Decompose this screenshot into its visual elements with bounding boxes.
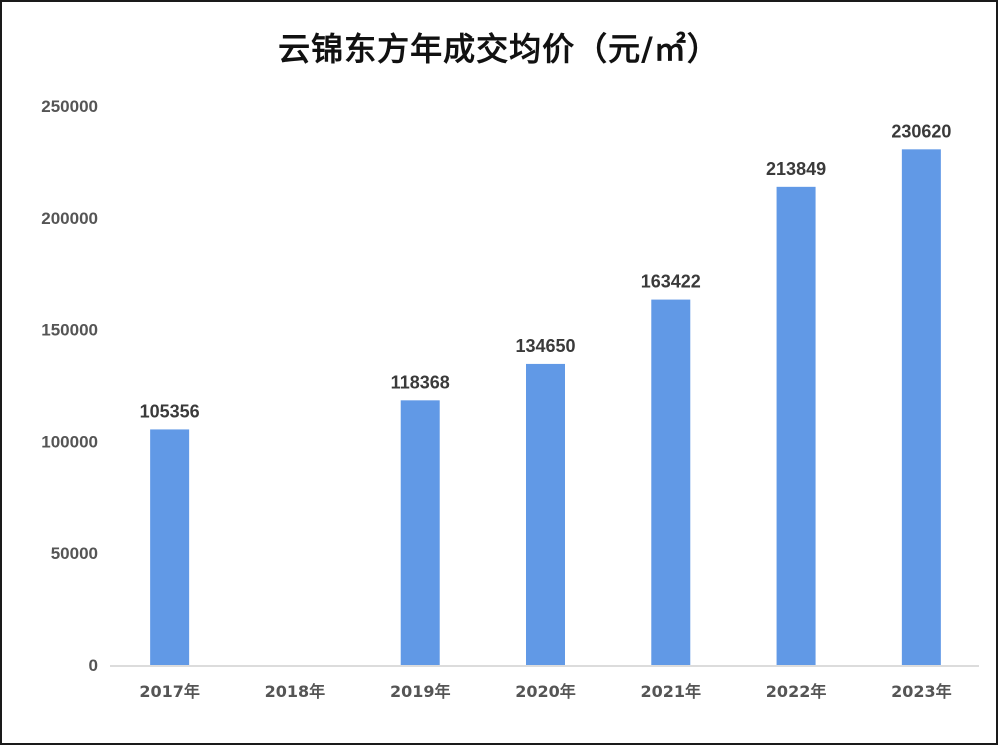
- data-label: 134650: [515, 336, 575, 356]
- y-tick-label: 150000: [41, 321, 98, 340]
- x-tick-label: 2020年: [515, 682, 576, 701]
- data-label: 213849: [766, 159, 826, 179]
- y-tick-label: 0: [89, 656, 98, 675]
- y-tick-label: 100000: [41, 432, 98, 451]
- chart-title: 云锦东方年成交均价（元/㎡）: [278, 30, 720, 68]
- bar: [901, 149, 941, 665]
- x-tick-label: 2022年: [766, 682, 827, 701]
- data-label: 118368: [391, 372, 450, 392]
- bar: [526, 363, 565, 665]
- x-tick-label: 2018年: [265, 682, 326, 701]
- y-tick-label: 50000: [51, 544, 98, 563]
- x-tick-label: 2019年: [390, 682, 451, 701]
- bar: [400, 400, 440, 665]
- y-tick-label: 250000: [41, 97, 98, 116]
- data-label: 163422: [641, 272, 701, 292]
- x-tick-label: 2017年: [139, 682, 200, 701]
- bar: [776, 186, 816, 666]
- x-tick-label: 2021年: [641, 682, 702, 701]
- x-tick-label: 2023年: [891, 682, 952, 701]
- y-tick-label: 200000: [41, 209, 98, 228]
- bar: [150, 429, 190, 665]
- bar: [651, 299, 691, 665]
- data-label: 105356: [140, 401, 200, 421]
- data-label: 230620: [891, 121, 951, 141]
